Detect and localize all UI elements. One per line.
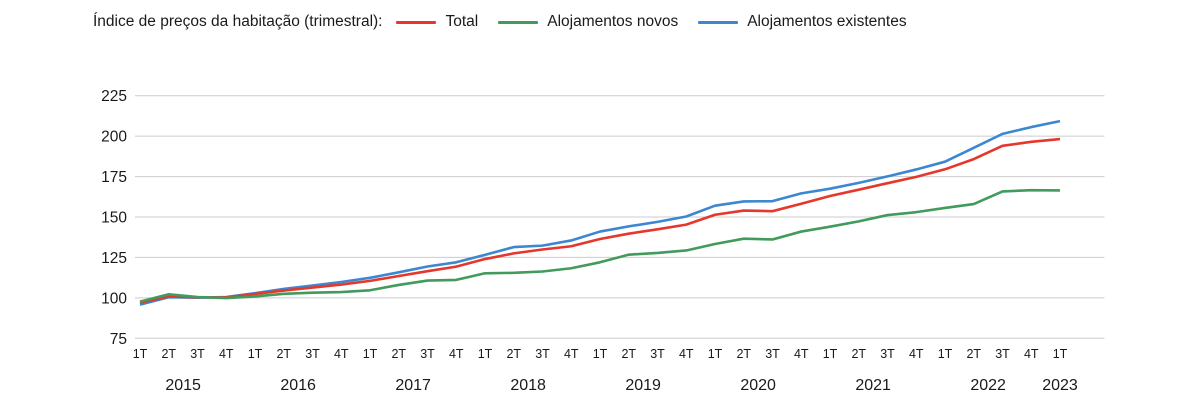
x-tick-label: 3T [420, 347, 435, 361]
x-tick-label: 1T [1053, 347, 1068, 361]
x-tick-label: 3T [305, 347, 320, 361]
legend-item-total[interactable]: Total [396, 13, 478, 31]
x-tick-label: 3T [535, 347, 550, 361]
x-tick-label: 1T [708, 347, 723, 361]
x-tick-label: 2T [161, 347, 176, 361]
x-tick-label: 2T [391, 347, 406, 361]
y-tick-label: 75 [110, 331, 127, 348]
x-tick-label: 1T [133, 347, 148, 361]
y-tick-label: 175 [101, 169, 127, 186]
year-label: 2019 [625, 377, 661, 394]
novos-line-swatch-icon [498, 20, 539, 24]
x-tick-label: 1T [938, 347, 953, 361]
x-tick-label: 1T [478, 347, 493, 361]
year-label: 2016 [280, 377, 316, 394]
year-label: 2021 [855, 377, 891, 394]
year-label: 2023 [1042, 377, 1078, 394]
year-label: 2020 [740, 377, 776, 394]
x-tick-label: 3T [650, 347, 665, 361]
x-tick-label: 2T [506, 347, 521, 361]
x-tick-label: 3T [880, 347, 895, 361]
x-tick-label: 4T [564, 347, 579, 361]
series-line-alojamentos-existentes [139, 119, 1061, 306]
legend-label-total: Total [445, 13, 479, 30]
total-line-swatch-icon [396, 20, 437, 24]
x-tick-label: 4T [909, 347, 924, 361]
chart-title: Índice de preços da habitação (trimestra… [93, 13, 383, 30]
existentes-line-swatch-icon [698, 20, 739, 24]
year-label: 2017 [395, 377, 431, 394]
legend-item-alojamentos-existentes[interactable]: Alojamentos existentes [698, 13, 907, 31]
year-label: 2022 [970, 377, 1006, 394]
x-tick-label: 4T [1024, 347, 1039, 361]
x-tick-label: 2T [276, 347, 291, 361]
chart-header: Índice de preços da habitação (trimestra… [93, 10, 927, 34]
legend-item-alojamentos-novos[interactable]: Alojamentos novos [498, 13, 678, 31]
legend-label-alojamentos-novos: Alojamentos novos [547, 13, 679, 30]
x-tick-label: 2T [851, 347, 866, 361]
y-tick-label: 125 [101, 250, 127, 267]
x-tick-label: 2T [966, 347, 981, 361]
x-tick-label: 4T [679, 347, 694, 361]
series-line-alojamentos-novos [139, 188, 1061, 303]
x-tick-label: 3T [995, 347, 1010, 361]
series-line-total [139, 137, 1061, 304]
year-label: 2018 [510, 377, 546, 394]
x-tick-label: 1T [823, 347, 838, 361]
y-tick-label: 100 [101, 290, 127, 307]
x-tick-label: 1T [248, 347, 263, 361]
year-label: 2015 [165, 377, 201, 394]
x-tick-label: 4T [449, 347, 464, 361]
x-tick-label: 2T [621, 347, 636, 361]
x-tick-label: 3T [765, 347, 780, 361]
x-tick-label: 4T [334, 347, 349, 361]
legend: Total Alojamentos novos Alojamentos exis… [396, 13, 926, 31]
x-tick-label: 1T [363, 347, 378, 361]
y-tick-label: 150 [101, 210, 127, 227]
x-tick-label: 1T [593, 347, 608, 361]
x-tick-label: 4T [219, 347, 234, 361]
x-tick-label: 2T [736, 347, 751, 361]
x-tick-label: 4T [794, 347, 809, 361]
y-tick-label: 225 [101, 88, 127, 105]
x-tick-label: 3T [190, 347, 205, 361]
y-tick-label: 200 [101, 129, 127, 146]
legend-label-alojamentos-existentes: Alojamentos existentes [747, 13, 907, 30]
